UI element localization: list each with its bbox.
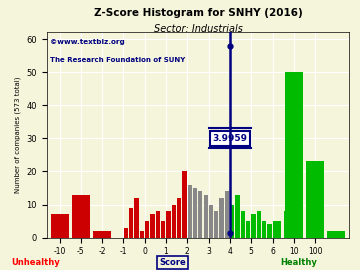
- Text: Healthy: Healthy: [280, 258, 317, 267]
- Bar: [327, 231, 346, 238]
- Bar: [267, 224, 272, 238]
- Bar: [230, 204, 234, 238]
- Bar: [150, 214, 154, 238]
- Bar: [140, 231, 144, 238]
- Bar: [134, 198, 139, 238]
- Text: The Research Foundation of SUNY: The Research Foundation of SUNY: [50, 57, 185, 63]
- Bar: [166, 211, 171, 238]
- Bar: [172, 204, 176, 238]
- Text: 3.9959: 3.9959: [212, 134, 247, 143]
- Bar: [220, 198, 224, 238]
- Bar: [257, 211, 261, 238]
- Text: Unhealthy: Unhealthy: [12, 258, 60, 267]
- Bar: [284, 211, 291, 238]
- Bar: [203, 195, 208, 238]
- Bar: [198, 191, 202, 238]
- Bar: [246, 221, 251, 238]
- Bar: [145, 221, 149, 238]
- Bar: [123, 228, 128, 238]
- Bar: [262, 221, 266, 238]
- Bar: [214, 211, 219, 238]
- Text: Z-Score Histogram for SNHY (2016): Z-Score Histogram for SNHY (2016): [94, 8, 302, 18]
- Bar: [285, 72, 303, 238]
- Bar: [93, 231, 111, 238]
- Text: Sector: Industrials: Sector: Industrials: [154, 24, 242, 34]
- Bar: [72, 195, 90, 238]
- Bar: [225, 191, 229, 238]
- Bar: [182, 171, 186, 238]
- Bar: [209, 204, 213, 238]
- Text: Score: Score: [159, 258, 186, 267]
- Bar: [188, 185, 192, 238]
- Bar: [241, 211, 245, 238]
- Bar: [193, 188, 197, 238]
- Text: ©www.textbiz.org: ©www.textbiz.org: [50, 39, 125, 45]
- Bar: [251, 214, 256, 238]
- Bar: [50, 214, 69, 238]
- Y-axis label: Number of companies (573 total): Number of companies (573 total): [14, 77, 21, 193]
- Bar: [273, 221, 281, 238]
- Bar: [235, 195, 240, 238]
- Bar: [177, 198, 181, 238]
- Bar: [161, 221, 165, 238]
- Bar: [306, 161, 324, 238]
- Bar: [156, 211, 160, 238]
- Bar: [129, 208, 133, 238]
